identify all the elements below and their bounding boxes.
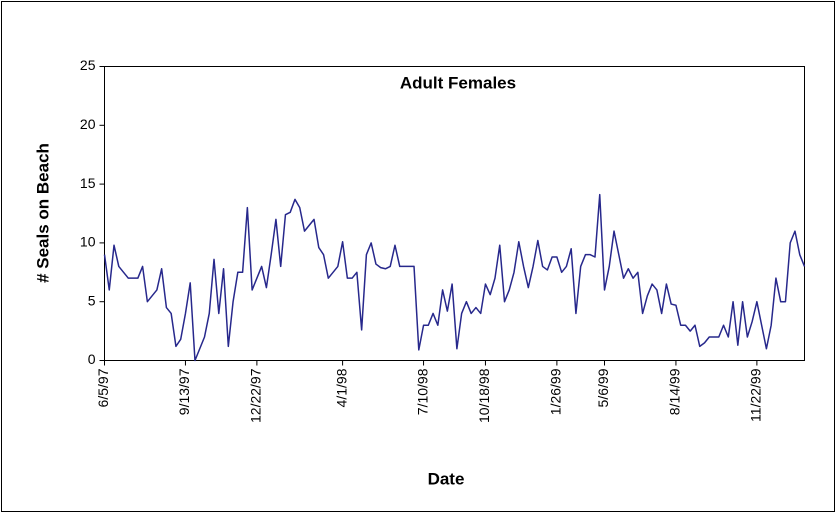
x-tick-label: 8/14/99 [667, 368, 683, 415]
x-tick-label: 11/22/99 [748, 368, 764, 422]
x-tick-label: 4/1/98 [333, 368, 349, 407]
y-tick-label: 15 [80, 175, 96, 191]
y-tick-label: 25 [80, 57, 96, 73]
x-tick-label: 9/13/97 [176, 368, 192, 415]
y-tick-label: 0 [88, 351, 96, 367]
y-axis-label: # Seals on Beach [33, 143, 52, 283]
y-tick-label: 20 [80, 116, 96, 132]
chart-title: Adult Females [400, 73, 516, 92]
plot-area [104, 66, 805, 361]
x-tick-label: 6/5/97 [95, 368, 111, 407]
x-tick-label: 1/26/99 [548, 368, 564, 415]
x-tick-label: 12/22/97 [248, 368, 264, 423]
y-tick-label: 5 [88, 292, 96, 308]
x-tick-label: 7/10/98 [414, 368, 430, 415]
x-tick-label: 5/6/99 [595, 368, 611, 407]
y-tick-label: 10 [80, 234, 96, 250]
x-tick-label: 10/18/98 [476, 368, 492, 423]
x-axis-label: Date [428, 469, 465, 488]
data-line [103, 193, 806, 362]
